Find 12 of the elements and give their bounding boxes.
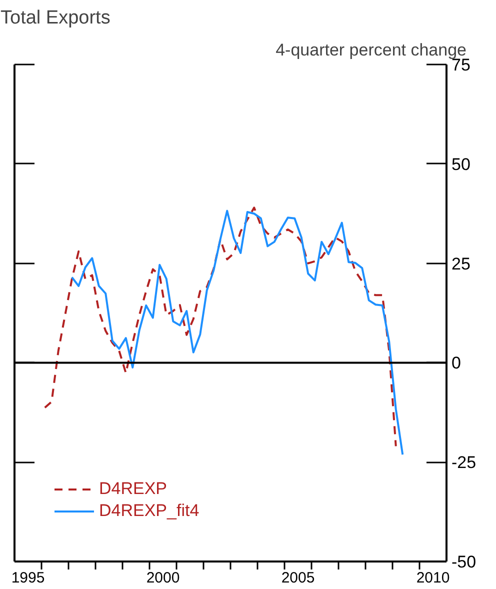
y-tick-label: -25 (452, 453, 476, 472)
legend-label: D4REXP_fit4 (99, 501, 200, 521)
x-tick-label: 2005 (281, 570, 315, 586)
x-tick-label: 2000 (146, 570, 180, 586)
y-tick-label: 0 (452, 354, 461, 373)
chart-title: Total Exports (0, 8, 110, 28)
y-tick-label: 25 (452, 254, 470, 274)
legend-label: D4REXP (99, 479, 168, 499)
y-tick-label: 50 (452, 154, 470, 174)
y-tick-label: -50 (452, 552, 476, 572)
x-tick-label: 2010 (416, 570, 450, 586)
x-tick-label: 1995 (11, 570, 45, 586)
